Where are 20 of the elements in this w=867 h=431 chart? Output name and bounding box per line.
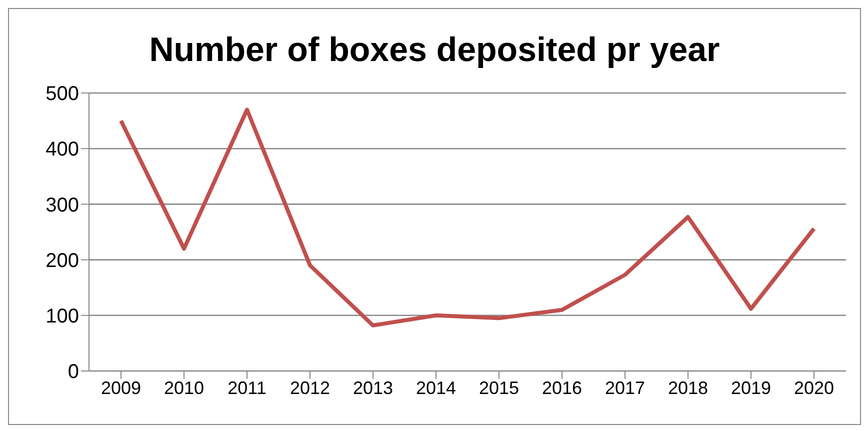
- x-tick-label: 2010: [164, 378, 204, 398]
- x-tick-label: 2020: [794, 378, 834, 398]
- x-tick-label: 2018: [668, 378, 708, 398]
- x-tick-label: 2013: [352, 378, 394, 398]
- y-tick-label: 200: [46, 250, 79, 272]
- chart-title: Number of boxes deposited pr year: [148, 31, 721, 71]
- x-tick-label: 2015: [478, 378, 520, 398]
- y-tick-label: 400: [46, 138, 79, 161]
- x-tick-label: 2011: [228, 378, 266, 398]
- x-tick-label: 2017: [604, 378, 646, 398]
- x-tick-label: 2019: [730, 378, 772, 398]
- y-tick-label: 100: [46, 306, 79, 328]
- y-tick-label: 300: [46, 194, 79, 216]
- x-tick-label: 2009: [100, 378, 142, 398]
- x-tick-label: 2012: [290, 378, 330, 398]
- y-tick-label: 500: [46, 83, 79, 106]
- line-series: [119, 108, 816, 328]
- x-tick-label: 2016: [542, 378, 582, 398]
- y-tick-label: 0: [68, 361, 79, 384]
- x-tick-label: 2014: [416, 378, 456, 398]
